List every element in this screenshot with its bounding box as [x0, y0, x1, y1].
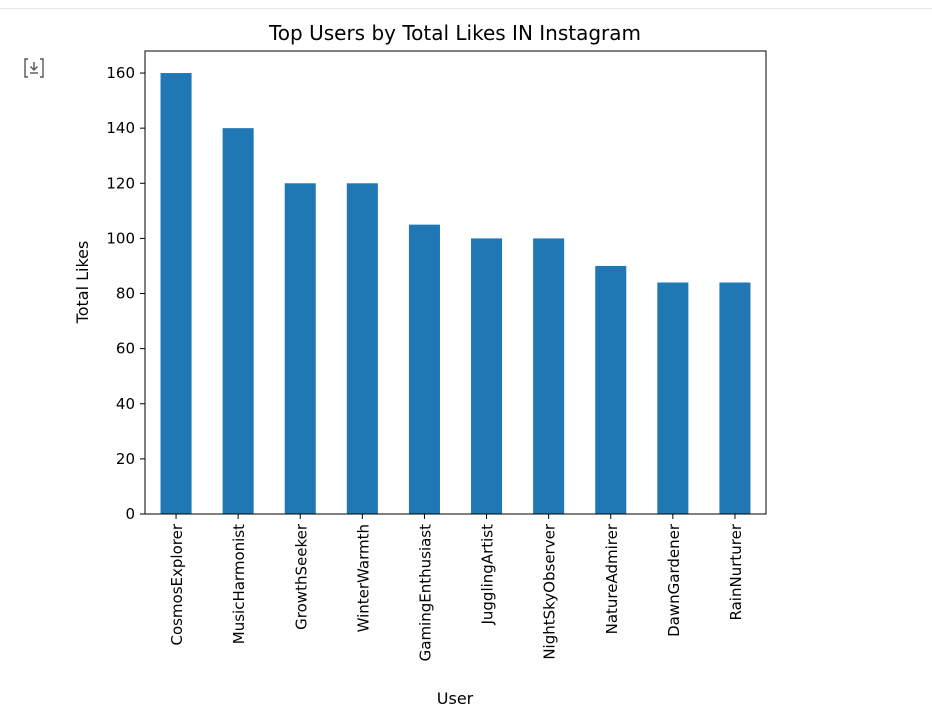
y-tick-label: 100 [106, 229, 135, 247]
y-axis: 0 20 40 60 80 100 120 140 160 [106, 64, 145, 523]
bar-GamingEnthusiast [408, 224, 440, 514]
x-tick-label: CosmosExplorer [168, 523, 186, 645]
x-tick-label: RainNurturer [727, 523, 745, 620]
bar-NightSkyObserver [533, 238, 565, 514]
x-axis: CosmosExplorer MusicHarmonist GrowthSeeker… [168, 514, 745, 661]
y-tick-label: 140 [106, 119, 135, 137]
x-tick-label: GrowthSeeker [292, 523, 310, 630]
bar-JugglingArtist [471, 238, 503, 514]
bar-MusicHarmonist [222, 128, 254, 514]
x-tick-label: GamingEnthusiast [416, 524, 434, 661]
bar-WinterWarmth [346, 183, 378, 515]
x-tick-label: NatureAdmirer [603, 523, 621, 634]
bar-GrowthSeeker [284, 183, 316, 515]
y-tick-label: 120 [106, 174, 135, 192]
cell-top-border [0, 0, 932, 9]
y-tick-label: 80 [116, 285, 135, 303]
y-tick-label: 60 [116, 340, 135, 358]
y-tick-label: 0 [125, 505, 135, 523]
bar-CosmosExplorer [160, 73, 192, 515]
y-tick-label: 20 [116, 450, 135, 468]
bar-NatureAdmirer [595, 265, 627, 514]
x-tick-label: DawnGardener [665, 523, 683, 637]
y-tick-label: 40 [116, 395, 135, 413]
chart-title: Top Users by Total Likes IN Instagram [268, 21, 641, 45]
x-axis-label: User [437, 689, 474, 708]
plot-frame [144, 50, 767, 515]
x-tick-label: WinterWarmth [354, 524, 372, 632]
bars-layer [160, 73, 751, 515]
output-expand-icon[interactable] [22, 56, 46, 80]
bar-DawnGardener [657, 282, 689, 514]
bar-RainNurturer [719, 282, 751, 514]
y-axis-label: Total Likes [73, 241, 92, 325]
x-tick-label: MusicHarmonist [230, 524, 248, 644]
x-tick-label: NightSkyObserver [541, 523, 559, 659]
y-tick-label: 160 [106, 64, 135, 82]
x-tick-label: JugglingArtist [479, 524, 497, 626]
